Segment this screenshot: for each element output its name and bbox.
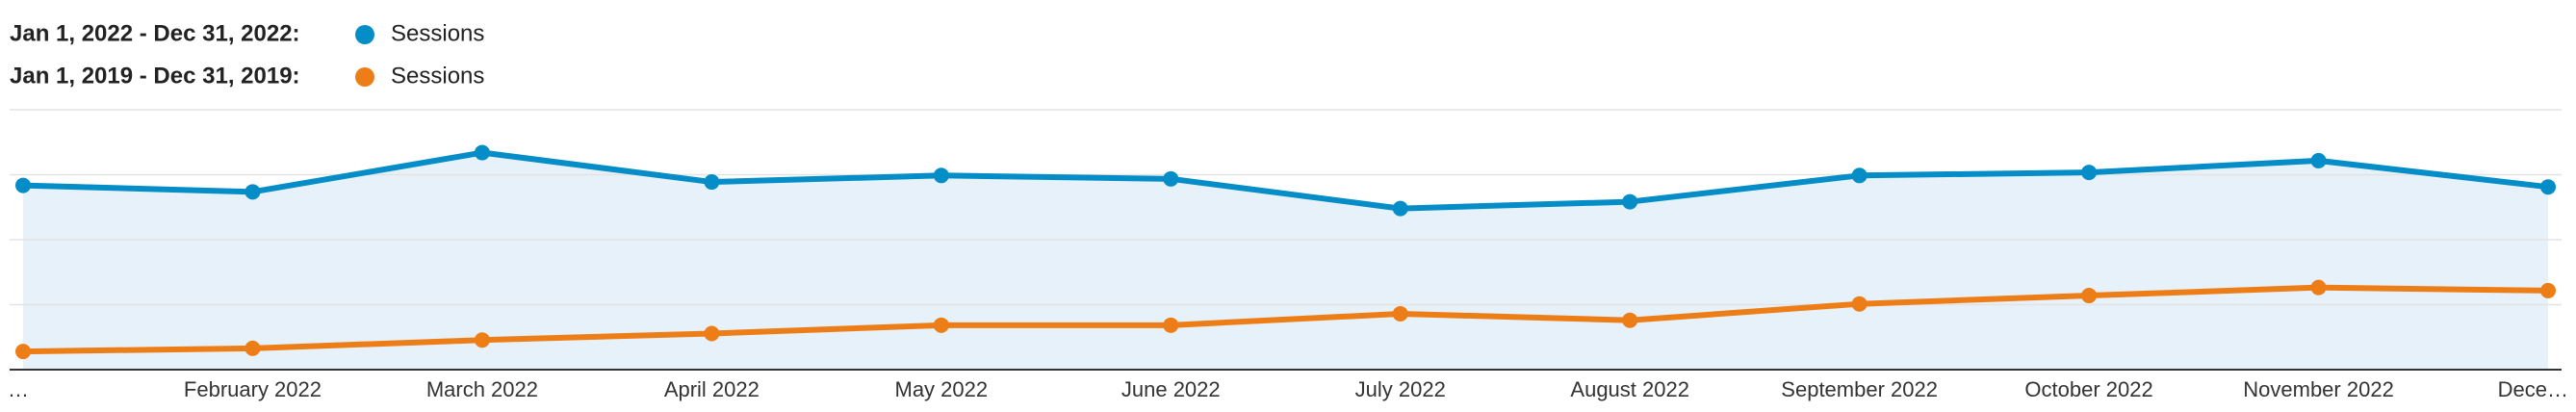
legend-period: Jan 1, 2019 - Dec 31, 2019: bbox=[10, 63, 300, 89]
data-point bbox=[474, 332, 490, 348]
x-tick-label: October 2022 bbox=[2024, 377, 2152, 401]
data-point bbox=[933, 167, 949, 184]
x-tick-label: September 2022 bbox=[1781, 377, 1938, 401]
data-point bbox=[2540, 282, 2556, 298]
legend-dot bbox=[355, 25, 374, 44]
data-point bbox=[15, 177, 31, 193]
data-point bbox=[704, 174, 720, 191]
data-point bbox=[1851, 167, 1868, 184]
data-point bbox=[2081, 288, 2098, 304]
x-tick-label: March 2022 bbox=[426, 377, 538, 401]
data-point bbox=[1622, 193, 1638, 210]
x-tick-label: February 2022 bbox=[184, 377, 322, 401]
x-tick-label: … bbox=[8, 377, 29, 401]
legend-dot bbox=[355, 67, 374, 87]
legend-label: Sessions bbox=[391, 63, 484, 89]
data-point bbox=[2081, 165, 2098, 181]
data-point bbox=[1163, 170, 1179, 187]
data-point bbox=[2540, 179, 2556, 195]
data-point bbox=[1392, 200, 1408, 217]
x-tick-label: June 2022 bbox=[1121, 377, 1221, 401]
data-point bbox=[15, 344, 31, 360]
data-point bbox=[245, 184, 261, 200]
data-point bbox=[245, 340, 261, 356]
data-point bbox=[1622, 312, 1638, 328]
x-tick-label: August 2022 bbox=[1570, 377, 1689, 401]
data-point bbox=[2310, 152, 2327, 168]
data-point bbox=[933, 317, 949, 333]
data-point bbox=[1163, 317, 1179, 333]
x-tick-label: July 2022 bbox=[1355, 377, 1446, 401]
area bbox=[23, 152, 2548, 370]
data-point bbox=[474, 144, 490, 161]
data-point bbox=[1851, 296, 1868, 312]
legend-label: Sessions bbox=[391, 20, 484, 46]
x-tick-label: May 2022 bbox=[895, 377, 989, 401]
data-point bbox=[1392, 305, 1408, 322]
x-tick-label: November 2022 bbox=[2243, 377, 2394, 401]
legend-period: Jan 1, 2022 - Dec 31, 2022: bbox=[10, 20, 300, 46]
data-point bbox=[2310, 279, 2327, 296]
x-tick-label: April 2022 bbox=[664, 377, 760, 401]
x-tick-label: Dece… bbox=[2498, 377, 2568, 401]
series-line bbox=[22, 284, 2549, 355]
series-line bbox=[22, 149, 2549, 212]
data-point bbox=[704, 325, 720, 342]
